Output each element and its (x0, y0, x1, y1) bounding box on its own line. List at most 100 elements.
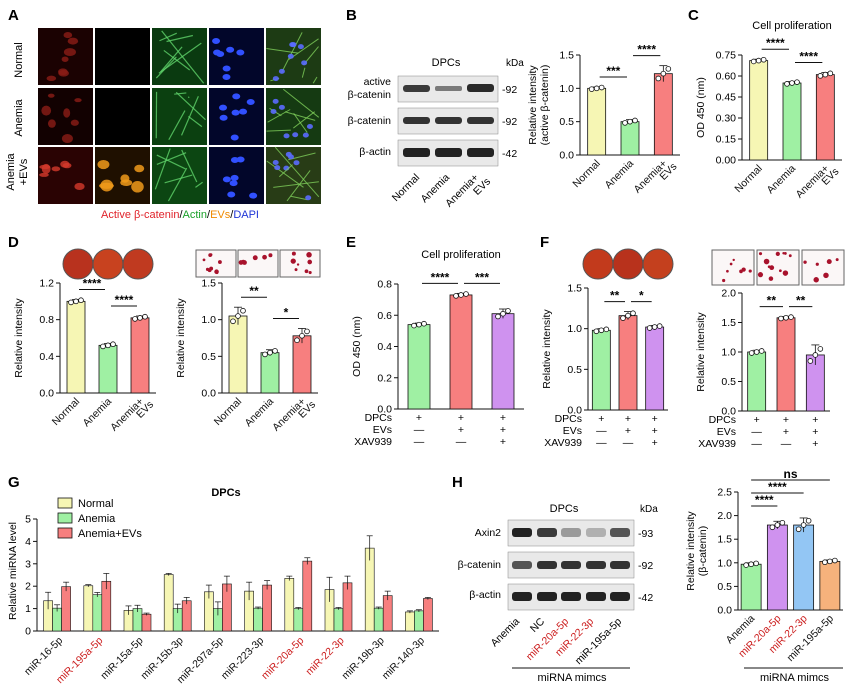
blot-h-title: DPCs (550, 503, 579, 515)
treatment-mark: + (416, 412, 422, 424)
merge-nucleus (278, 68, 285, 74)
treatment-mark: — (781, 438, 792, 450)
blot-h-band (561, 561, 581, 569)
y-tick-label: 0.5 (721, 376, 736, 388)
cell-signal (63, 32, 73, 39)
merge-nucleus (289, 42, 296, 48)
significance-label: * (639, 289, 644, 303)
y-axis-label: Relative intensity (175, 298, 187, 378)
blot-b-label-active-line2: β-catenin (348, 89, 392, 101)
treatment-label: EVs (373, 424, 392, 436)
legend-label: Anemia+EVs (78, 528, 142, 540)
treatment-mark: + (812, 414, 818, 426)
data-point (235, 313, 241, 319)
data-point (603, 326, 610, 333)
dish-anemia (92, 248, 124, 280)
dish-f-2 (612, 248, 644, 280)
y-tick-label: 2 (25, 581, 31, 593)
bar (284, 578, 295, 632)
data-point (646, 325, 653, 331)
treatment-mark: + (783, 414, 789, 426)
x-tick-label: Normal (50, 396, 82, 428)
bar (407, 324, 431, 410)
data-point (230, 318, 236, 325)
data-point (627, 118, 633, 125)
panel-letter-d: D (8, 234, 19, 251)
y-tick-label: 1.0 (717, 557, 732, 569)
data-point (812, 352, 819, 358)
nucleus (219, 104, 228, 111)
blot-b-title: DPCs (432, 57, 461, 69)
y-axis-label: Relative intensity (695, 312, 707, 392)
data-point (807, 358, 814, 364)
stain-dot (217, 260, 222, 264)
blot-h-label-axin2: Axin2 (475, 527, 501, 539)
data-point (495, 313, 501, 320)
blot-h-kda-1: -93 (638, 528, 653, 540)
merge-fiber (293, 113, 308, 133)
y-axis-label: Relative intensity (541, 309, 553, 389)
stain-dot (769, 265, 775, 271)
merge-nucleus (292, 132, 299, 138)
data-point (827, 558, 833, 565)
stain-dot (826, 259, 832, 265)
data-point (463, 291, 469, 297)
merge-nucleus (297, 44, 304, 50)
nucleus (246, 99, 255, 106)
actin-fiber (154, 148, 171, 190)
stain-dot (262, 254, 267, 260)
data-point (748, 350, 755, 356)
y-tick-label: 0.0 (717, 605, 732, 617)
significance-label: **** (83, 277, 102, 291)
data-point (110, 341, 116, 348)
bar (228, 315, 248, 394)
significance-label: ** (610, 289, 620, 303)
merge-nucleus (272, 76, 279, 82)
stain-dot (813, 277, 819, 283)
bar (66, 300, 86, 394)
cell-signal (61, 56, 69, 62)
stain-dot (815, 262, 819, 266)
blot-h-band (586, 561, 606, 569)
y-tick-label: 0.6 (377, 310, 392, 322)
dish-evs (122, 248, 154, 280)
ev-signal (134, 164, 145, 173)
merge-fiber (312, 76, 318, 84)
panel-letter-a: A (8, 7, 19, 24)
ev-signal (120, 179, 133, 187)
data-point (660, 70, 667, 77)
data-point (132, 316, 138, 322)
data-point (630, 310, 636, 317)
blot-b-band (403, 148, 430, 157)
data-point (73, 298, 79, 305)
actin-fiber (175, 91, 206, 121)
y-tick-label: 0.0 (377, 404, 392, 416)
nucleus (213, 49, 222, 56)
x-tick-label: Normal (212, 396, 244, 428)
blot-h-band (610, 561, 630, 569)
y-tick-label: 2.0 (721, 288, 736, 300)
merge-fiber (279, 164, 293, 178)
panel-f-dishes (582, 248, 845, 286)
blot-b-band (403, 85, 430, 92)
merge-nucleus (278, 104, 285, 110)
blot-b-label-active: active (364, 76, 392, 88)
actin-fiber (156, 152, 187, 165)
panel-letter-h: H (452, 474, 463, 491)
y-axis-label: (β-catenin) (697, 526, 709, 576)
treatment-mark: — (623, 437, 634, 449)
actin-fiber (167, 167, 188, 202)
nucleus (230, 174, 239, 181)
blot-h-band (561, 592, 581, 601)
treatment-mark: + (652, 413, 658, 425)
merge-fiber (288, 38, 319, 60)
x-tick-label: miR-20a-5p (259, 635, 306, 682)
treatment-label: DPCs (709, 414, 736, 426)
y-tick-label: 0.00 (716, 155, 737, 167)
blot-h-lane-1: Anemia (488, 616, 522, 650)
nucleus (212, 37, 221, 44)
significance-label: **** (799, 50, 818, 64)
data-point (411, 322, 417, 329)
actin-fiber (168, 110, 186, 141)
significance-label: **** (768, 480, 787, 494)
